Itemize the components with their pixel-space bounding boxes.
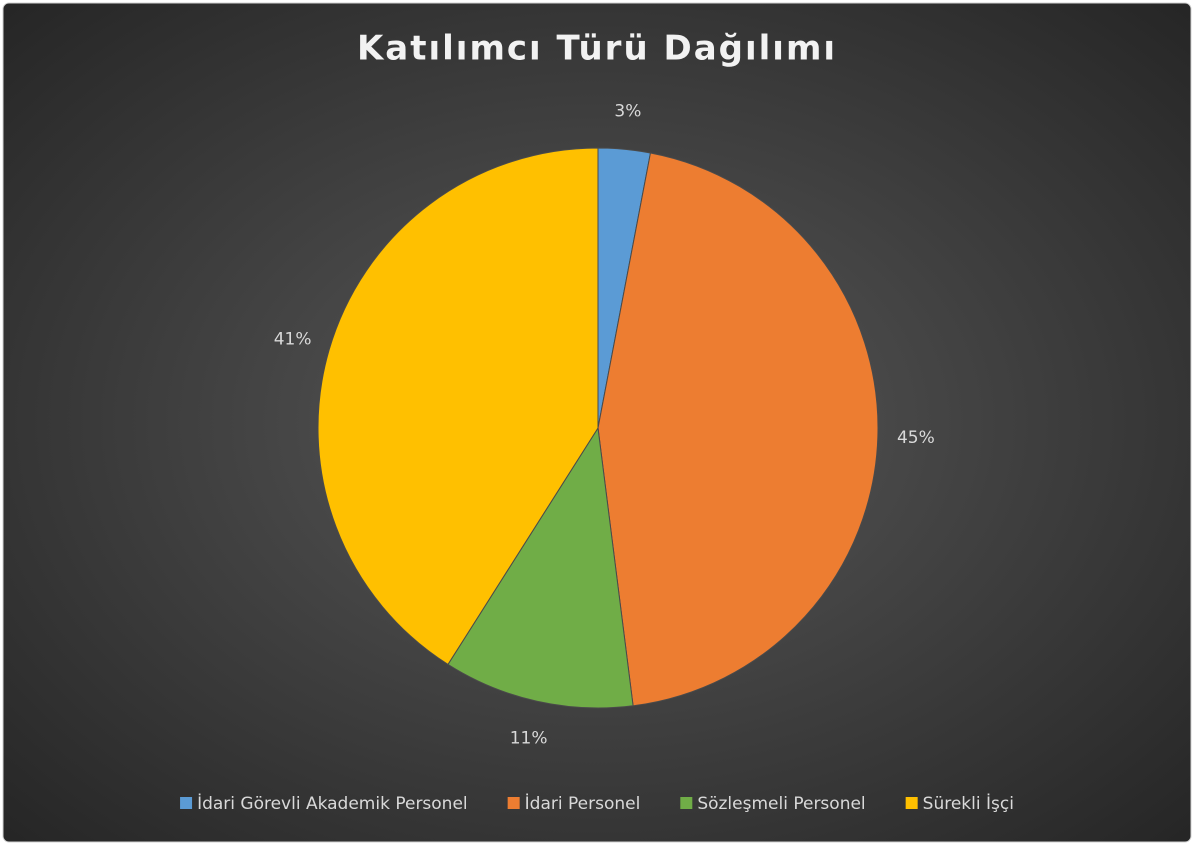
legend: İdari Görevli Akademik Personel İdari Per…: [180, 793, 1014, 814]
legend-label: İdari Personel: [525, 793, 641, 814]
pie: 3% 45% 11% 41%: [274, 101, 935, 748]
legend-label: Sürekli İşçi: [923, 793, 1014, 814]
legend-label: Sözleşmeli Personel: [697, 794, 865, 814]
legend-swatch: [680, 797, 693, 809]
data-label: 11%: [510, 728, 548, 748]
pie-slice: [317, 147, 599, 666]
data-label: 3%: [614, 101, 641, 121]
legend-swatch: [905, 797, 918, 809]
pie-slice: [447, 426, 634, 709]
pie-slice: [597, 152, 879, 707]
data-label: 41%: [274, 329, 312, 349]
chart-title: Katılımcı Türü Dağılımı: [357, 29, 837, 69]
data-label: 45%: [897, 428, 935, 448]
legend-swatch: [507, 797, 520, 809]
legend-swatch: [180, 797, 193, 809]
legend-label: İdari Görevli Akademik Personel: [197, 793, 468, 814]
